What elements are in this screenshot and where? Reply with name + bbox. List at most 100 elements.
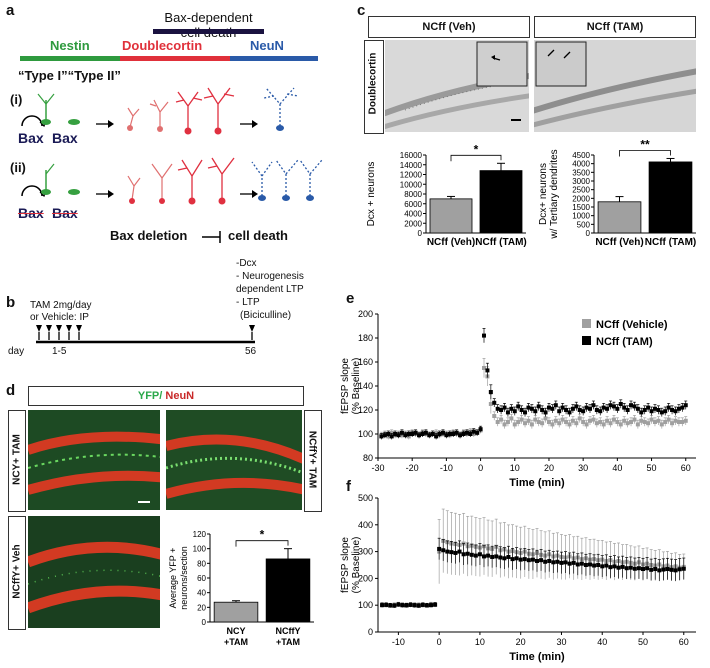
assay-neurogenesis: - Neurogenesis xyxy=(236,271,304,282)
data-point xyxy=(420,602,425,607)
doublecortin-side-label: Doublecortin xyxy=(367,52,379,115)
data-point xyxy=(502,405,507,410)
y-tick-label: 0 xyxy=(202,618,207,627)
x-tick-label: 50 xyxy=(638,637,648,647)
cell-death-text: cell death xyxy=(228,228,288,243)
y-tick-label: 2000 xyxy=(404,219,422,228)
data-point xyxy=(653,567,658,572)
y-tick-label: 200 xyxy=(358,573,373,583)
data-point xyxy=(649,409,654,414)
x-tick-label: -30 xyxy=(371,463,384,473)
data-point xyxy=(533,409,538,414)
data-point xyxy=(396,602,401,607)
data-point xyxy=(410,432,415,436)
y-tick-label: 300 xyxy=(358,547,373,557)
data-point xyxy=(677,567,682,572)
assay-dependent-ltp: dependent LTP xyxy=(236,284,304,295)
chart-d: 020406080100120NCY+TAMNCffY+TAM*Average … xyxy=(168,528,314,647)
data-point xyxy=(502,422,507,427)
category-label: +TAM xyxy=(224,637,248,647)
doublecortin-side-box xyxy=(364,40,384,134)
side-box-ncffy-tam xyxy=(304,410,322,512)
data-point xyxy=(570,418,575,423)
significance-marker: * xyxy=(260,528,265,542)
bax-label-2: Bax xyxy=(52,130,78,146)
y-axis-label: (% Baseline) xyxy=(351,358,362,415)
category-label: NCff (TAM) xyxy=(475,237,526,248)
data-point xyxy=(571,560,576,565)
y-tick-label: 100 xyxy=(193,545,207,554)
data-point xyxy=(670,421,675,426)
y-tick-label: 20 xyxy=(197,603,206,612)
data-point xyxy=(659,410,664,415)
side-box-ncffy-veh xyxy=(8,516,26,630)
data-point xyxy=(526,558,531,563)
y-axis-label: Average YFP + xyxy=(168,548,178,609)
data-point xyxy=(661,567,666,572)
data-point xyxy=(618,422,623,427)
data-point xyxy=(584,405,589,410)
row-label-ii: (ii) xyxy=(10,160,26,175)
data-point xyxy=(386,432,391,436)
category-label: NCff (Veh) xyxy=(427,237,475,248)
data-point xyxy=(620,564,625,569)
data-point xyxy=(676,406,681,411)
scatter-chart-f: 0 100 200 300 400 500 -10 0 10 20 30 40 50 60 Time (mi… xyxy=(340,493,696,663)
data-point xyxy=(530,557,535,562)
data-point xyxy=(540,408,545,412)
data-point xyxy=(639,418,644,423)
y-tick-label: 3500 xyxy=(572,168,590,177)
data-point xyxy=(560,417,565,422)
legend-label: NCff (TAM) xyxy=(596,336,653,348)
data-point xyxy=(494,554,499,559)
data-point xyxy=(458,433,463,438)
data-point xyxy=(437,546,442,551)
data-point xyxy=(440,430,445,435)
data-point xyxy=(588,418,592,423)
panel-b-label: b xyxy=(6,294,16,311)
fluor-ncffy-veh xyxy=(28,516,160,628)
data-point xyxy=(608,421,613,426)
data-point xyxy=(499,417,504,422)
data-point xyxy=(646,421,651,426)
data-point xyxy=(632,417,637,422)
data-point xyxy=(632,404,637,409)
scatter-chart-e: 80 100 120 140 160 180 200 -30 -20 -10 0 10 20 30 40 50… xyxy=(340,309,696,489)
data-point xyxy=(403,433,408,438)
category-label: NCY xyxy=(226,626,245,636)
data-point xyxy=(604,563,609,568)
data-point xyxy=(666,405,671,410)
data-point xyxy=(396,433,401,438)
data-point xyxy=(417,433,422,438)
data-point xyxy=(433,602,438,607)
day-label: day xyxy=(8,346,25,357)
y-tick-label: 14000 xyxy=(400,161,423,170)
data-point xyxy=(584,422,589,427)
data-point xyxy=(451,432,456,436)
data-point xyxy=(646,405,651,410)
data-point xyxy=(608,565,613,570)
data-point xyxy=(514,556,519,561)
data-point xyxy=(577,408,582,412)
day-range: 1-5 xyxy=(52,346,67,357)
y-tick-label: 140 xyxy=(358,381,373,391)
data-point xyxy=(557,409,562,414)
data-point xyxy=(641,567,645,572)
data-point xyxy=(577,416,582,421)
data-point xyxy=(592,563,597,568)
legend-swatch xyxy=(582,319,591,328)
data-point xyxy=(518,557,523,562)
data-point xyxy=(441,548,446,553)
category-label: NCff (Veh) xyxy=(595,237,643,248)
fluor-ncy xyxy=(28,410,160,510)
bax-deletion-text: Bax deletion xyxy=(110,228,188,243)
data-point xyxy=(471,429,476,434)
data-point xyxy=(581,409,586,414)
data-point xyxy=(608,403,613,408)
data-point xyxy=(681,566,686,571)
data-point xyxy=(581,420,586,424)
data-point xyxy=(611,417,616,422)
data-point xyxy=(475,430,480,435)
data-point xyxy=(412,603,417,608)
data-point xyxy=(636,566,641,571)
